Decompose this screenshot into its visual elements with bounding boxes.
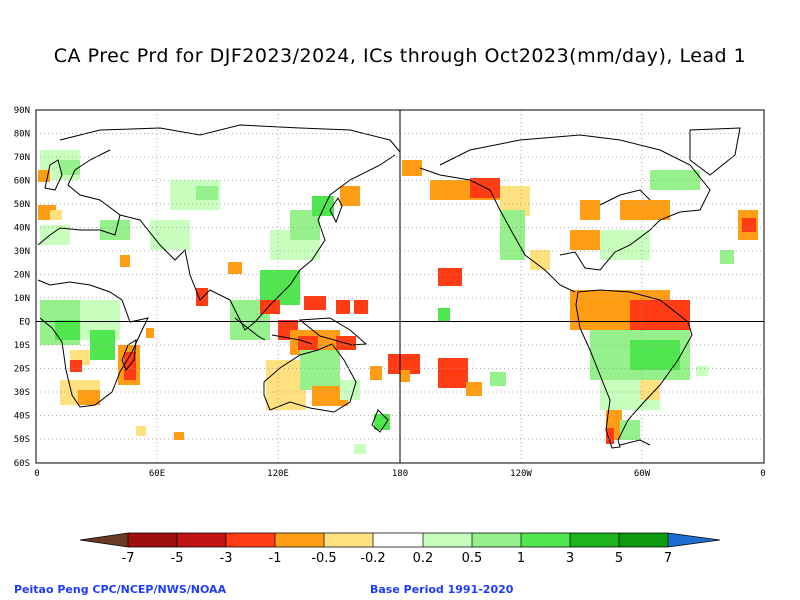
legend-bin	[226, 533, 275, 547]
legend-tick-label: -0.2	[360, 551, 385, 566]
legend-low-arrow	[80, 533, 128, 547]
color-legend: -7 -5 -3 -1 -0.5 -0.2 0.2 0.5 1 3 5 7	[79, 532, 721, 566]
lon-label: 180	[392, 469, 408, 479]
legend-tick-label: 0.5	[462, 551, 483, 566]
base-period-text: Base Period 1991-2020	[370, 583, 514, 596]
lon-axis: 0 60E 120E 180 120W 60W 0	[34, 469, 765, 479]
lat-label: 30N	[14, 247, 30, 257]
lat-label: 40S	[14, 412, 30, 422]
lat-label: 10S	[14, 341, 30, 351]
legend-tick-label: 3	[566, 551, 574, 566]
lat-label: 20S	[14, 365, 30, 375]
lat-label: 80N	[14, 130, 30, 140]
legend-bin	[521, 533, 570, 547]
legend-tick-label: -7	[122, 551, 135, 566]
lon-label: 60E	[149, 469, 165, 479]
lat-label: EQ	[19, 318, 30, 328]
credit-text: Peitao Peng CPC/NCEP/NWS/NOAA	[14, 583, 227, 596]
lon-label: 120E	[267, 469, 289, 479]
legend-bin	[177, 533, 226, 547]
lat-label: 60N	[14, 177, 30, 187]
legend-tick-label: 0.2	[413, 551, 434, 566]
legend-bin	[324, 533, 373, 547]
legend-bin	[570, 533, 619, 547]
lat-label: 50S	[14, 435, 30, 445]
lat-label: 20N	[14, 271, 30, 281]
legend-tick-label: -1	[269, 551, 282, 566]
lat-label: 60S	[14, 459, 30, 469]
legend-tick-label: 7	[664, 551, 672, 566]
map-frame	[35, 109, 765, 464]
legend-bin	[423, 533, 472, 547]
legend-bin	[472, 533, 521, 547]
legend-high-arrow	[668, 533, 720, 547]
legend-tick-label: 5	[615, 551, 623, 566]
legend-tick-label: 1	[517, 551, 525, 566]
lat-label: 40N	[14, 224, 30, 234]
lat-label: 30S	[14, 388, 30, 398]
lat-label: 10N	[14, 294, 30, 304]
lat-label: 50N	[14, 200, 30, 210]
lat-label: 70N	[14, 153, 30, 163]
lon-label: 120W	[510, 469, 532, 479]
legend-bin	[128, 533, 177, 547]
legend-tick-label: -5	[171, 551, 184, 566]
legend-bin	[619, 533, 668, 547]
lon-label: 0	[760, 469, 765, 479]
map-title: CA Prec Prd for DJF2023/2024, ICs throug…	[53, 45, 747, 67]
precip-anomaly-field	[38, 150, 758, 454]
legend-bin	[373, 533, 423, 547]
lat-axis: 90N 80N 70N 60N 50N 40N 30N 20N 10N EQ 1…	[14, 106, 30, 469]
legend-tick-label: -0.5	[311, 551, 336, 566]
legend-tick-label: -3	[220, 551, 233, 566]
lat-label: 90N	[14, 106, 30, 116]
legend-bin	[275, 533, 324, 547]
lon-label: 0	[34, 469, 39, 479]
lon-label: 60W	[634, 469, 651, 479]
